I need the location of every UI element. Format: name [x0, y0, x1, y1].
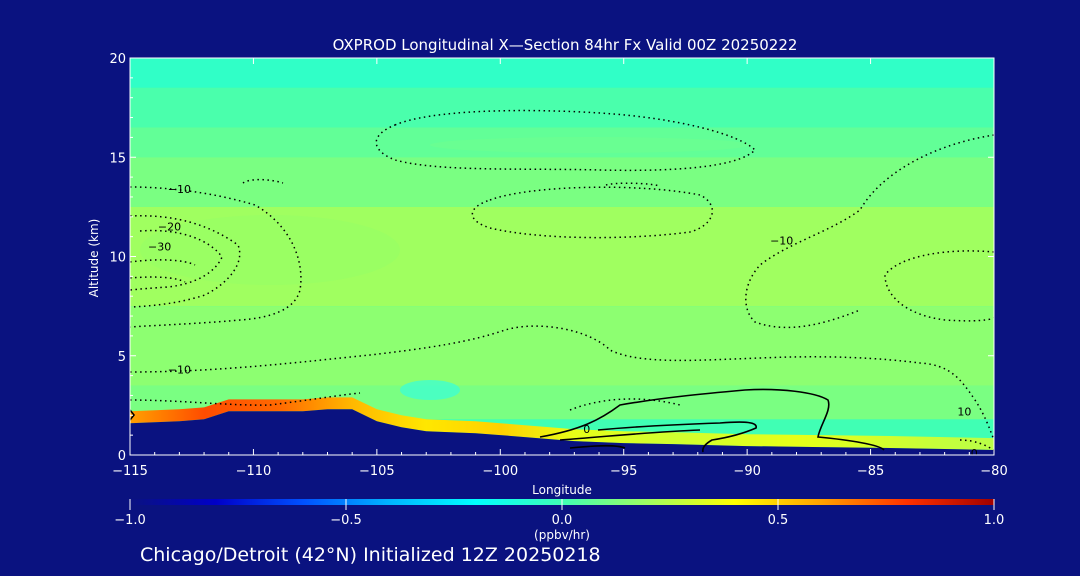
x-tick-label: −100: [482, 464, 518, 479]
patch-low-center: [400, 380, 460, 400]
contour-label: −10: [168, 183, 191, 196]
field-band: [130, 87, 994, 128]
x-tick-label: −90: [733, 464, 760, 479]
contour-neg-center-low: [569, 398, 681, 411]
contour-neg30-west: [130, 229, 223, 291]
colorbar-tick-label: −1.0: [114, 513, 146, 528]
contour-label: −20: [158, 221, 181, 234]
x-tick-label: −95: [610, 464, 637, 479]
contour-pos-inner: [597, 421, 757, 453]
contour-neg-mid-loop: [471, 186, 714, 239]
colorbar-ticks: −1.0 −0.5 0.0 0.5 1.0: [114, 499, 1004, 528]
plot-area: −10 −20 −30 −10 −10 0 10 0: [130, 58, 994, 460]
contour-pos-west-mark: [130, 409, 136, 421]
y-tick-label: 0: [118, 449, 126, 464]
x-tick-label: −110: [236, 464, 272, 479]
x-tick-label: −80: [980, 464, 1007, 479]
y-tick-label: 15: [109, 151, 126, 166]
x-axis: −115 −110 −105 −100 −95 −90 −85 −80: [112, 58, 1008, 479]
footer-caption: Chicago/Detroit (42°N) Initialized 12Z 2…: [140, 544, 601, 566]
x-tick-label: −85: [857, 464, 884, 479]
x-tick-label: −115: [112, 464, 148, 479]
colorbar: −1.0 −0.5 0.0 0.5 1.0 (ppbv/hr): [114, 499, 1004, 542]
terrain: [130, 409, 994, 455]
contour-label: 10: [957, 405, 971, 418]
contour-label: −10: [770, 235, 793, 248]
contour-pos-inner-2: [559, 429, 701, 441]
colorbar-tick-label: 0.5: [768, 513, 789, 528]
positive-contours: [130, 388, 885, 453]
colorbar-tick-label: −0.5: [330, 513, 362, 528]
colorbar-tick-label: 0.0: [552, 513, 573, 528]
field-band: [130, 58, 994, 88]
contour-lines: [130, 109, 994, 451]
contour-neg-west-inner-2: [130, 276, 186, 283]
x-axis-label: Longitude: [532, 483, 592, 497]
contour-neg-small-1: [605, 182, 661, 187]
contour-neg-low-west: [130, 392, 361, 406]
chart-title: OXPROD Longitudinal X—Section 84hr Fx Va…: [333, 36, 798, 54]
patch-upper-center: [430, 137, 750, 153]
contour-pos-outer: [539, 388, 885, 451]
contour-neg20-west: [130, 215, 241, 308]
contour-neg10-low: [130, 325, 994, 441]
field-band: [130, 157, 994, 207]
contour-label: 0: [971, 447, 978, 460]
x-tick-label: −105: [359, 464, 395, 479]
colorbar-units-label: (ppbv/hr): [534, 528, 590, 542]
contour-label: 0: [583, 423, 590, 436]
patch-mid-west: [140, 215, 400, 285]
y-axis: 0 5 10 15 20: [109, 52, 994, 464]
contour-neg10-west: [130, 186, 302, 328]
field-patches: [140, 137, 750, 400]
contour-labels: −10 −20 −30 −10 −10 0 10 0: [148, 183, 978, 460]
y-axis-label: Altitude (km): [87, 219, 101, 298]
contour-pos-surface: [569, 444, 626, 449]
y-tick-label: 20: [109, 52, 126, 67]
surface-production-band: [130, 397, 994, 450]
y-tick-label: 5: [118, 350, 126, 365]
y-tick-label: 10: [109, 251, 126, 266]
field-band: [130, 306, 994, 386]
contour-label: −10: [168, 364, 191, 377]
colorbar-tick-label: 1.0: [984, 513, 1005, 528]
contour-label: −30: [148, 241, 171, 254]
